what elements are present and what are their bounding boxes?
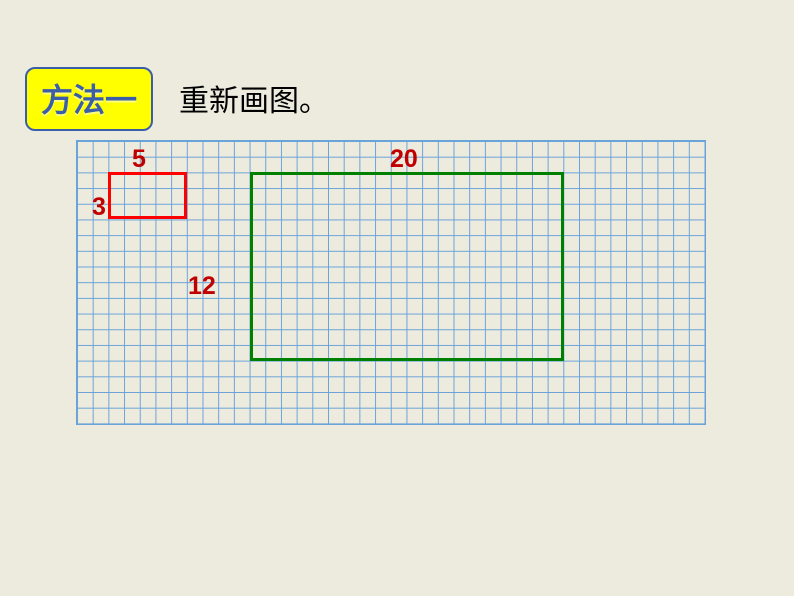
rect-large (250, 172, 564, 360)
label-small-width: 5 (132, 145, 146, 174)
label-small-height: 3 (92, 193, 106, 222)
label-large-height: 12 (188, 272, 216, 301)
method-badge: 方法一 (25, 67, 153, 131)
grid-container (76, 140, 706, 425)
method-badge-text: 方法一 (41, 82, 137, 118)
label-large-width: 20 (390, 145, 418, 174)
subtitle: 重新画图。 (179, 76, 329, 120)
rect-small (108, 172, 187, 219)
